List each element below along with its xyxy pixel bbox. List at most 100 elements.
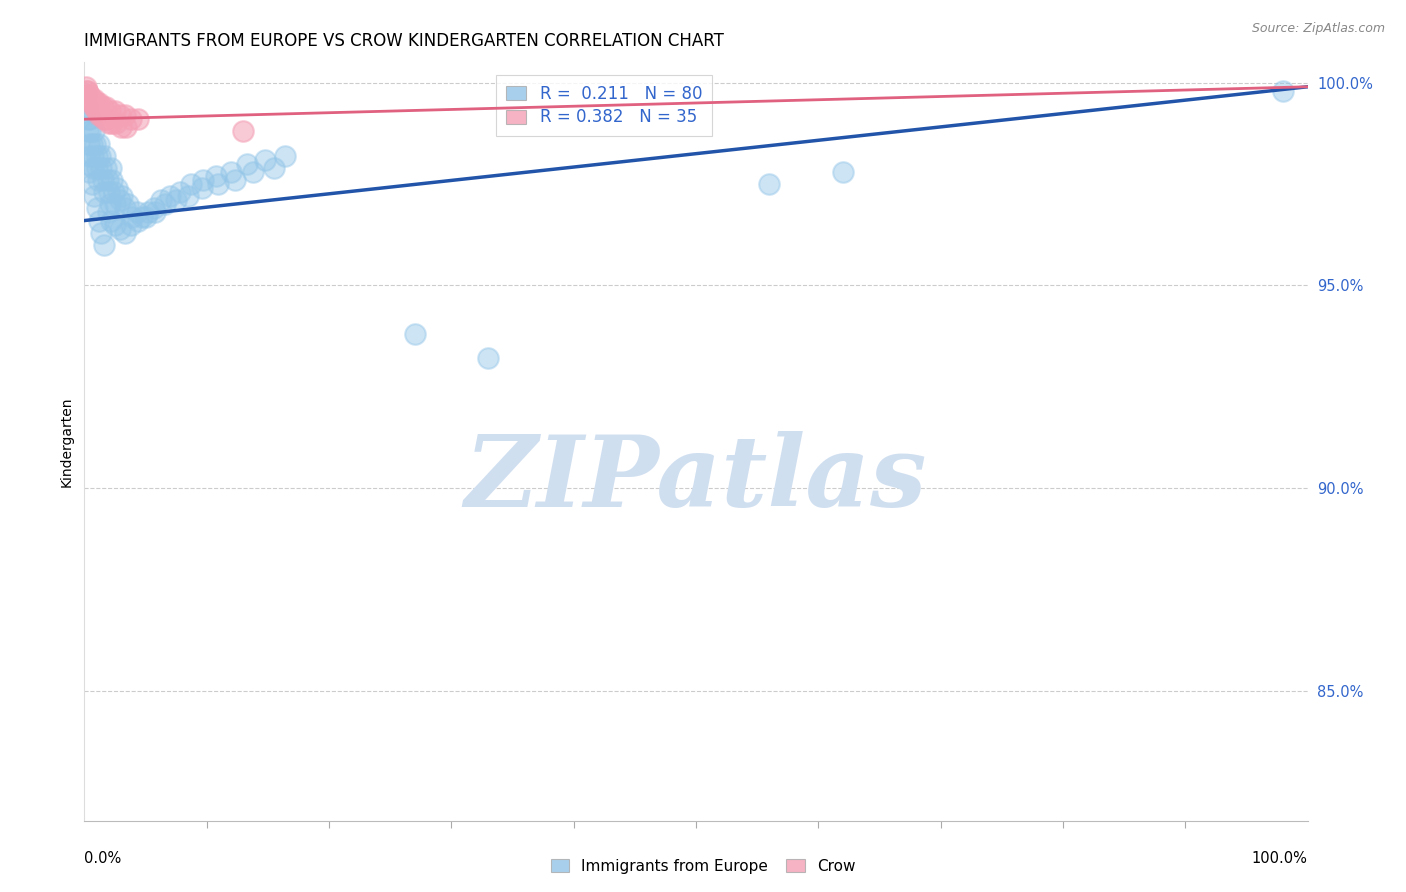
Point <box>101 173 124 187</box>
Point <box>79 92 101 106</box>
Point <box>89 149 111 163</box>
Point <box>191 181 214 195</box>
Text: IMMIGRANTS FROM EUROPE VS CROW KINDERGARTEN CORRELATION CHART: IMMIGRANTS FROM EUROPE VS CROW KINDERGAR… <box>84 32 724 50</box>
Point <box>404 327 426 342</box>
Point <box>274 149 297 163</box>
Point <box>127 213 149 227</box>
Point <box>1272 84 1295 98</box>
Point <box>120 112 142 127</box>
Point <box>96 100 118 114</box>
Point <box>114 202 136 216</box>
Point <box>97 116 120 130</box>
Point <box>87 173 110 187</box>
Point <box>83 92 105 106</box>
Point <box>236 157 259 171</box>
Point <box>159 189 181 203</box>
Point <box>86 202 108 216</box>
Point <box>180 177 202 191</box>
Point <box>131 210 153 224</box>
Point <box>86 104 108 119</box>
Legend: R =  0.211   N = 80, R = 0.382   N = 35: R = 0.211 N = 80, R = 0.382 N = 35 <box>496 75 713 136</box>
Point <box>90 108 112 122</box>
Point <box>77 165 100 179</box>
Point <box>75 87 97 102</box>
Point <box>96 161 118 175</box>
Point <box>77 124 100 138</box>
Point <box>93 185 115 199</box>
Point <box>87 95 110 110</box>
Point <box>82 95 104 110</box>
Point <box>114 108 136 122</box>
Point <box>108 194 131 208</box>
Point <box>93 238 115 252</box>
Point <box>205 169 228 183</box>
Point <box>104 104 127 119</box>
Point <box>75 79 97 94</box>
Point <box>758 177 780 191</box>
Point <box>94 149 117 163</box>
Point <box>108 221 131 235</box>
Point <box>79 112 101 127</box>
Point <box>76 84 98 98</box>
Point <box>114 226 136 240</box>
Point <box>87 136 110 151</box>
Point <box>125 205 148 219</box>
Point <box>76 100 98 114</box>
Point <box>110 120 132 135</box>
Point <box>207 177 229 191</box>
Point <box>117 197 139 211</box>
Point <box>82 149 104 163</box>
Point <box>87 213 110 227</box>
Point <box>115 120 138 135</box>
Point <box>127 112 149 127</box>
Y-axis label: Kindergarten: Kindergarten <box>59 396 73 487</box>
Point <box>79 124 101 138</box>
Point <box>84 136 107 151</box>
Point <box>86 95 108 110</box>
Point <box>104 197 127 211</box>
Point <box>80 92 103 106</box>
Point <box>97 173 120 187</box>
Point <box>77 149 100 163</box>
Point <box>120 218 142 232</box>
Point <box>83 124 105 138</box>
Point <box>105 116 128 130</box>
Point <box>169 185 191 199</box>
Point <box>165 194 187 208</box>
Legend: Immigrants from Europe, Crow: Immigrants from Europe, Crow <box>544 853 862 880</box>
Point <box>91 100 114 114</box>
Point <box>98 104 121 119</box>
Point <box>263 161 285 175</box>
Point <box>93 112 115 127</box>
Point <box>177 189 200 203</box>
Point <box>91 173 114 187</box>
Point <box>84 100 107 114</box>
Point <box>77 112 100 127</box>
Text: ZIPatlas: ZIPatlas <box>465 431 927 528</box>
Point <box>100 161 122 175</box>
Point <box>90 161 112 175</box>
Point <box>108 108 131 122</box>
Point <box>242 165 264 179</box>
Point <box>135 210 157 224</box>
Point <box>232 124 254 138</box>
Point <box>153 197 176 211</box>
Point <box>100 213 122 227</box>
Point <box>191 173 214 187</box>
Point <box>76 84 98 98</box>
Point <box>103 185 125 199</box>
Point <box>76 157 98 171</box>
Point <box>143 202 166 216</box>
Point <box>82 161 104 175</box>
Text: Source: ZipAtlas.com: Source: ZipAtlas.com <box>1251 22 1385 36</box>
Point <box>143 205 166 219</box>
Point <box>77 136 100 151</box>
Point <box>77 87 100 102</box>
Point <box>219 165 242 179</box>
Point <box>101 116 124 130</box>
Point <box>80 136 103 151</box>
Text: 100.0%: 100.0% <box>1251 851 1308 866</box>
Point <box>150 194 173 208</box>
Point <box>77 87 100 102</box>
Point <box>97 185 120 199</box>
